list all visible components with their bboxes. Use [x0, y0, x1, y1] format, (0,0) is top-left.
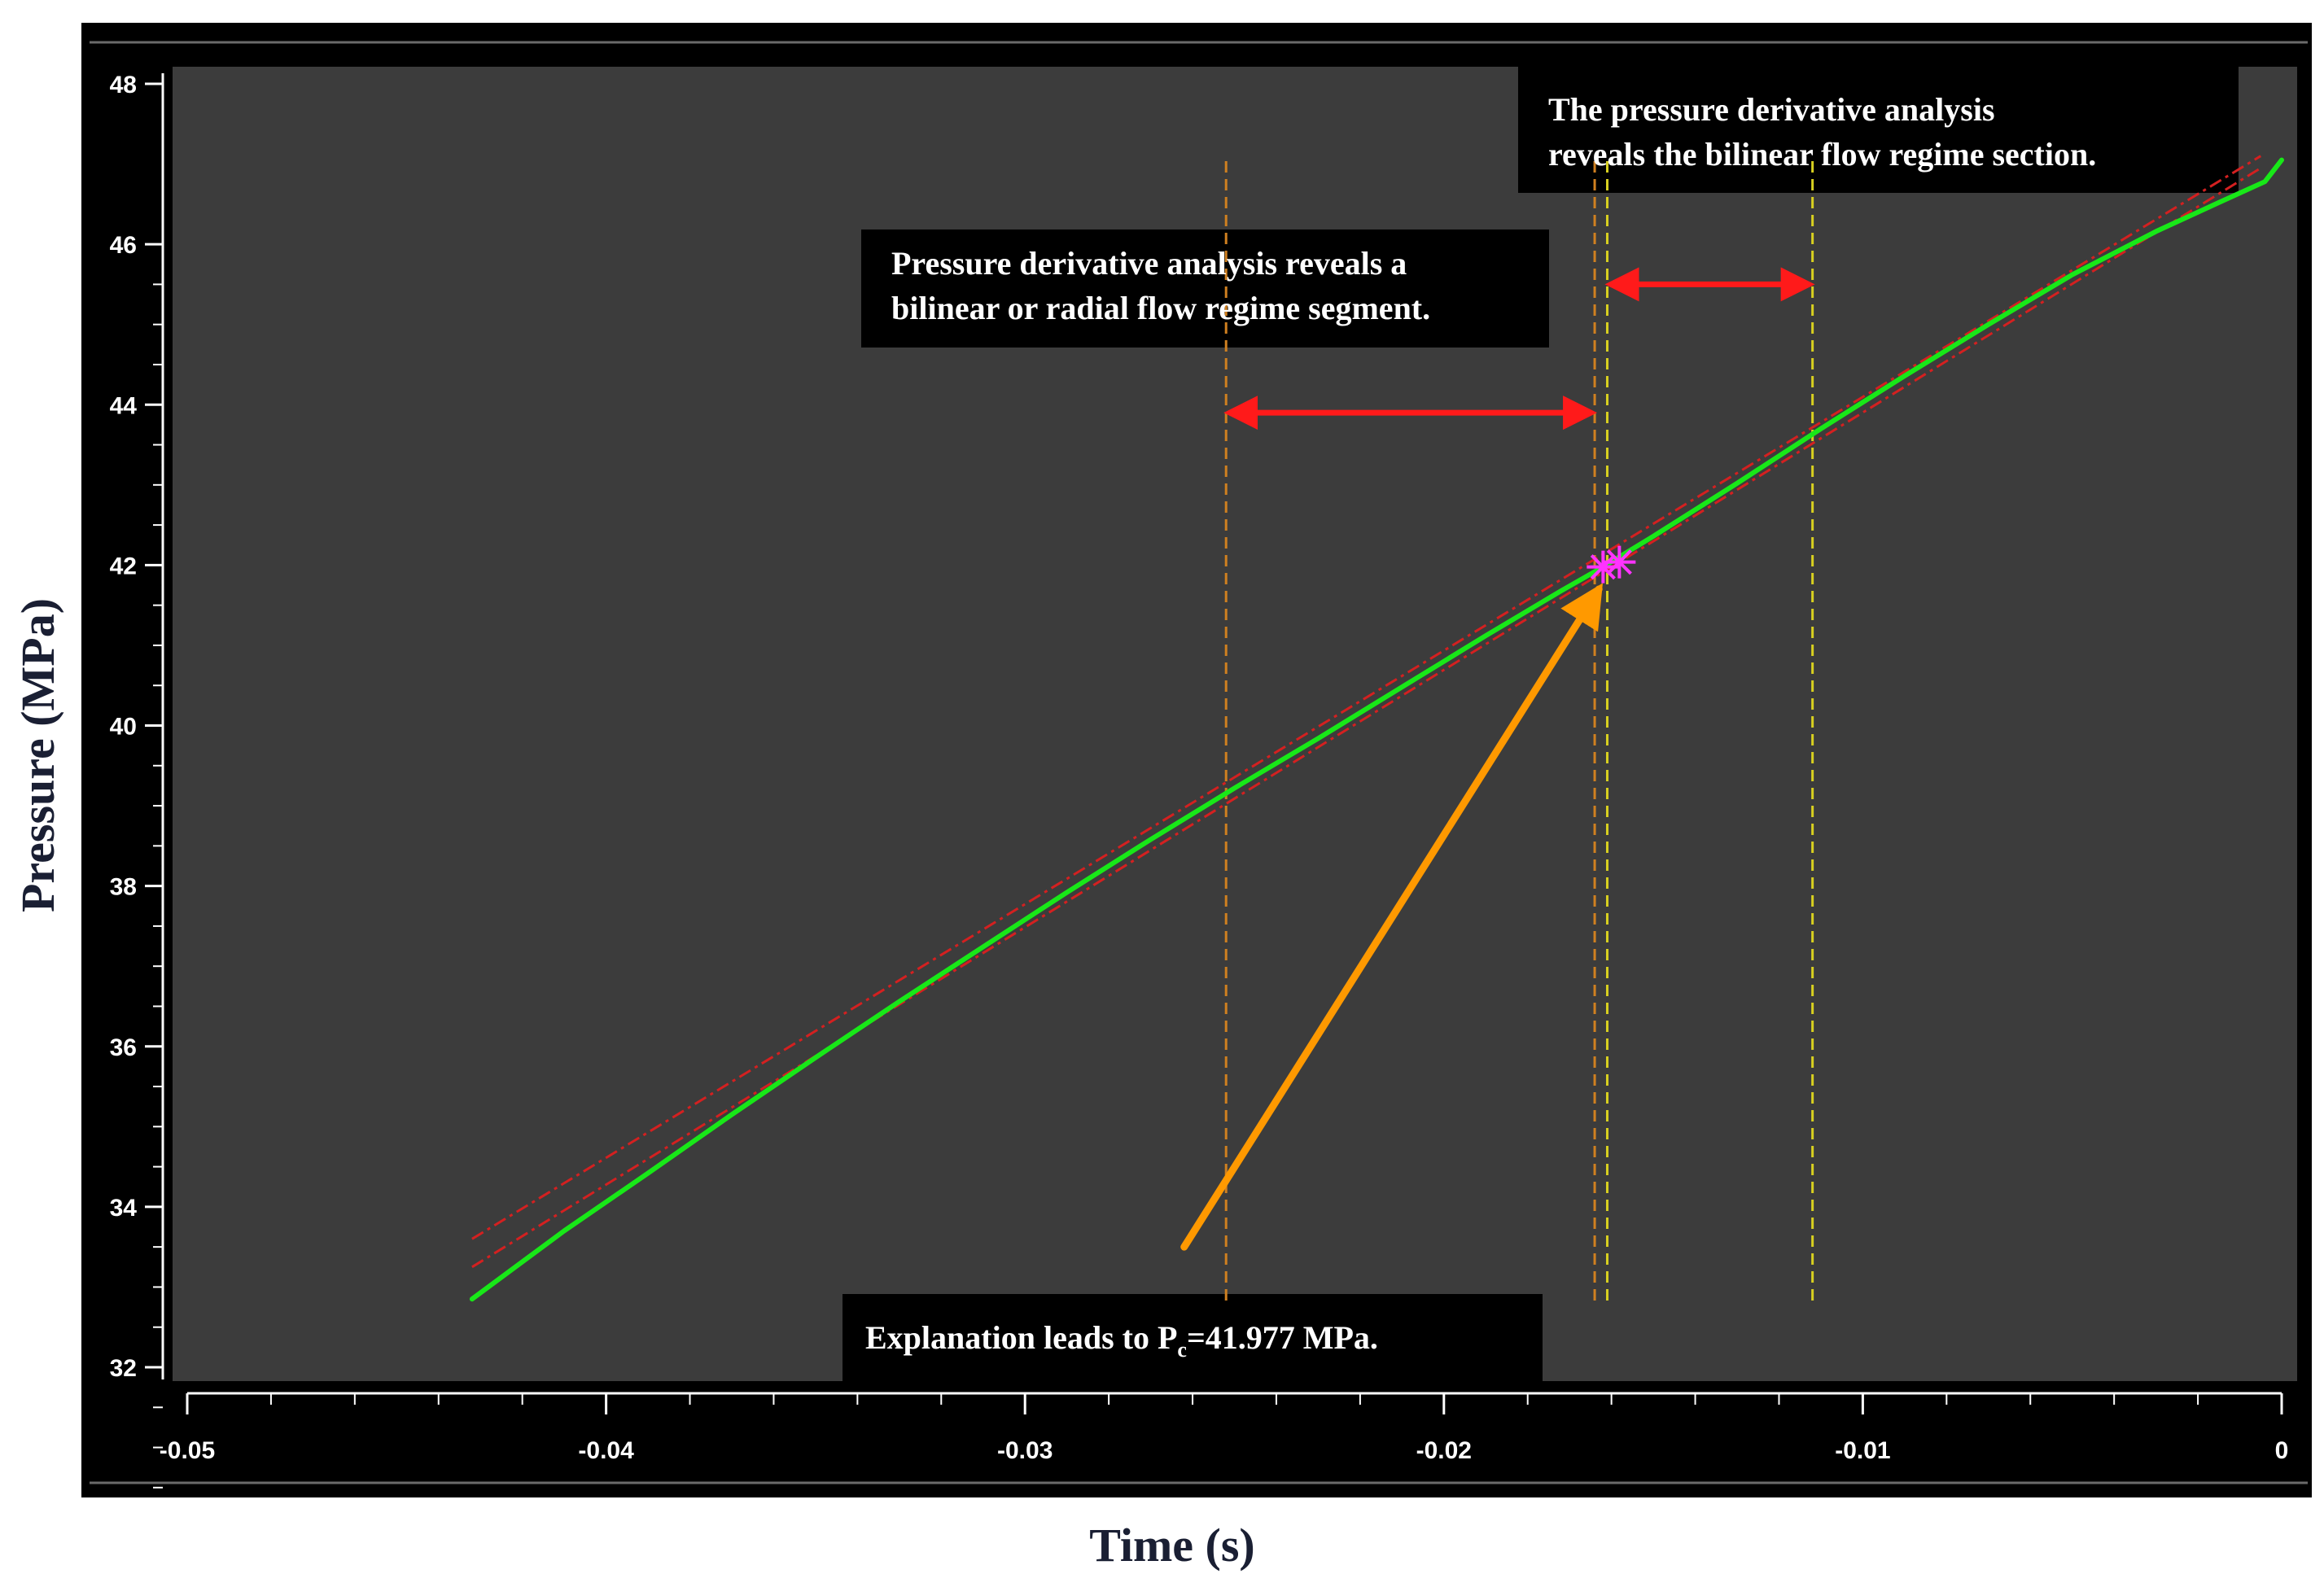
- pressure-curve: [469, 157, 2284, 1302]
- annotation-bottom: Explanation leads to Pc=41.977 MPa.: [865, 1319, 1378, 1362]
- x-tick-label--0.02: -0.02: [1416, 1437, 1472, 1464]
- y-tick-label-40: 40: [110, 714, 137, 741]
- annotation-bottom-main: Explanation leads to P: [865, 1319, 1177, 1356]
- regime-span-arrows: [1223, 267, 1815, 431]
- pressure-series: [469, 157, 2284, 1302]
- annotation-bottom-subscript: c: [1177, 1338, 1187, 1362]
- annotation-middle-line-1: Pressure derivative analysis reveals a: [891, 245, 1407, 282]
- x-tick-label--0.01: -0.01: [1835, 1437, 1890, 1464]
- annotation-bottom-box: [843, 1294, 1543, 1384]
- closure-pressure-marker: [1587, 545, 1636, 584]
- annotation-top-right-box: [1518, 67, 2239, 193]
- fit-lines: [471, 155, 2262, 1269]
- pointer-arrow: [1180, 583, 1604, 1251]
- x-axis: -0.05 -0.04 -0.03 -0.02 -0.01 0: [160, 1392, 2289, 1464]
- annotation-bottom-tail: =41.977 MPa.: [1187, 1319, 1378, 1356]
- y-tick-label-38: 38: [110, 874, 137, 901]
- y-tick-label-34: 34: [110, 1195, 138, 1222]
- y-tick-label-46: 46: [110, 232, 137, 259]
- y-tick-label-48: 48: [110, 72, 137, 98]
- y-axis-title: Pressure (MPa): [11, 598, 64, 912]
- x-tick-label--0.03: -0.03: [997, 1437, 1053, 1464]
- y-tick-label-36: 36: [110, 1034, 137, 1061]
- x-axis-title: Time (s): [1089, 1519, 1255, 1572]
- y-axis: 32 34 36 38 40 42 44 46 48: [110, 72, 164, 1489]
- x-tick-label--0.04: -0.04: [578, 1437, 634, 1464]
- fit-line-2: [471, 155, 2262, 1240]
- annotation-middle-line-2: bilinear or radial flow regime segment.: [891, 290, 1430, 326]
- annotation-middle-box: [861, 230, 1549, 348]
- annotation-top-right-line-1: The pressure derivative analysis: [1548, 91, 1995, 128]
- star-marker-2-ray-4: [1606, 549, 1632, 575]
- y-tick-label-42: 42: [110, 553, 137, 579]
- x-tick-label--0.05: -0.05: [160, 1437, 215, 1464]
- y-tick-label-32: 32: [110, 1355, 137, 1382]
- y-tick-label-44: 44: [110, 392, 138, 419]
- star-marker-1-ray-4: [1590, 554, 1616, 580]
- fit-line-1: [471, 167, 2262, 1269]
- regime-boundaries: [1224, 161, 1814, 1302]
- annotation-top-right-line-2: reveals the bilinear flow regime section…: [1548, 136, 2096, 173]
- pointer-arrow-line: [1180, 583, 1604, 1251]
- x-tick-label-0: 0: [2275, 1437, 2289, 1464]
